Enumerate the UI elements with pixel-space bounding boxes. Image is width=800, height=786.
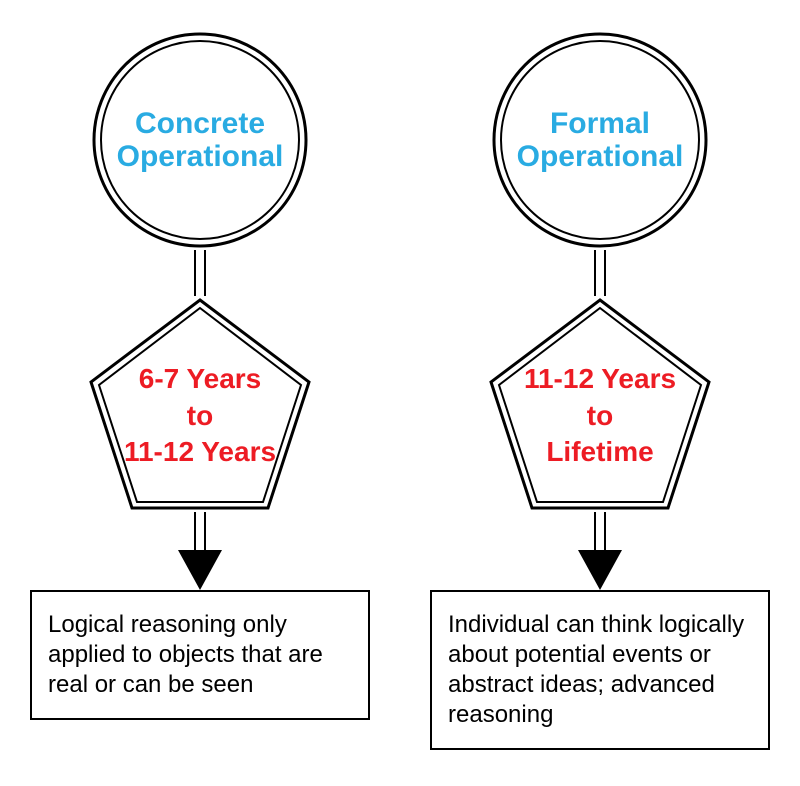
age-line1: 11-12 Years [524, 361, 676, 397]
age-line2: to [187, 398, 213, 434]
stage-circle: Concrete Operational [90, 30, 310, 250]
down-arrow-icon [170, 512, 230, 592]
description-text: Logical reasoning only applied to object… [48, 611, 323, 698]
diagram-column-right: Formal Operational 11-12 Years to Lifeti… [430, 30, 770, 750]
age-range: 11-12 Years to Lifetime [485, 296, 715, 514]
description-box: Individual can think logically about pot… [430, 590, 770, 750]
connector-line [590, 250, 610, 296]
diagram-container: Concrete Operational 6-7 Years to 11-12 … [0, 0, 800, 780]
age-line1: 6-7 Years [139, 361, 262, 397]
age-range: 6-7 Years to 11-12 Years [85, 296, 315, 514]
age-line3: 11-12 Years [124, 434, 276, 470]
stage-circle: Formal Operational [490, 30, 710, 250]
stage-title-line2: Operational [117, 140, 284, 173]
stage-title: Formal Operational [490, 30, 710, 250]
stage-title-line1: Concrete [135, 107, 265, 140]
stage-title-line1: Formal [550, 107, 650, 140]
description-text: Individual can think logically about pot… [448, 611, 744, 728]
connector-line [190, 250, 210, 296]
diagram-column-left: Concrete Operational 6-7 Years to 11-12 … [30, 30, 370, 750]
stage-title: Concrete Operational [90, 30, 310, 250]
stage-title-line2: Operational [517, 140, 684, 173]
age-line2: to [587, 398, 613, 434]
age-pentagon: 6-7 Years to 11-12 Years [85, 296, 315, 514]
description-box: Logical reasoning only applied to object… [30, 590, 370, 720]
age-line3: Lifetime [546, 434, 653, 470]
down-arrow-icon [570, 512, 630, 592]
age-pentagon: 11-12 Years to Lifetime [485, 296, 715, 514]
